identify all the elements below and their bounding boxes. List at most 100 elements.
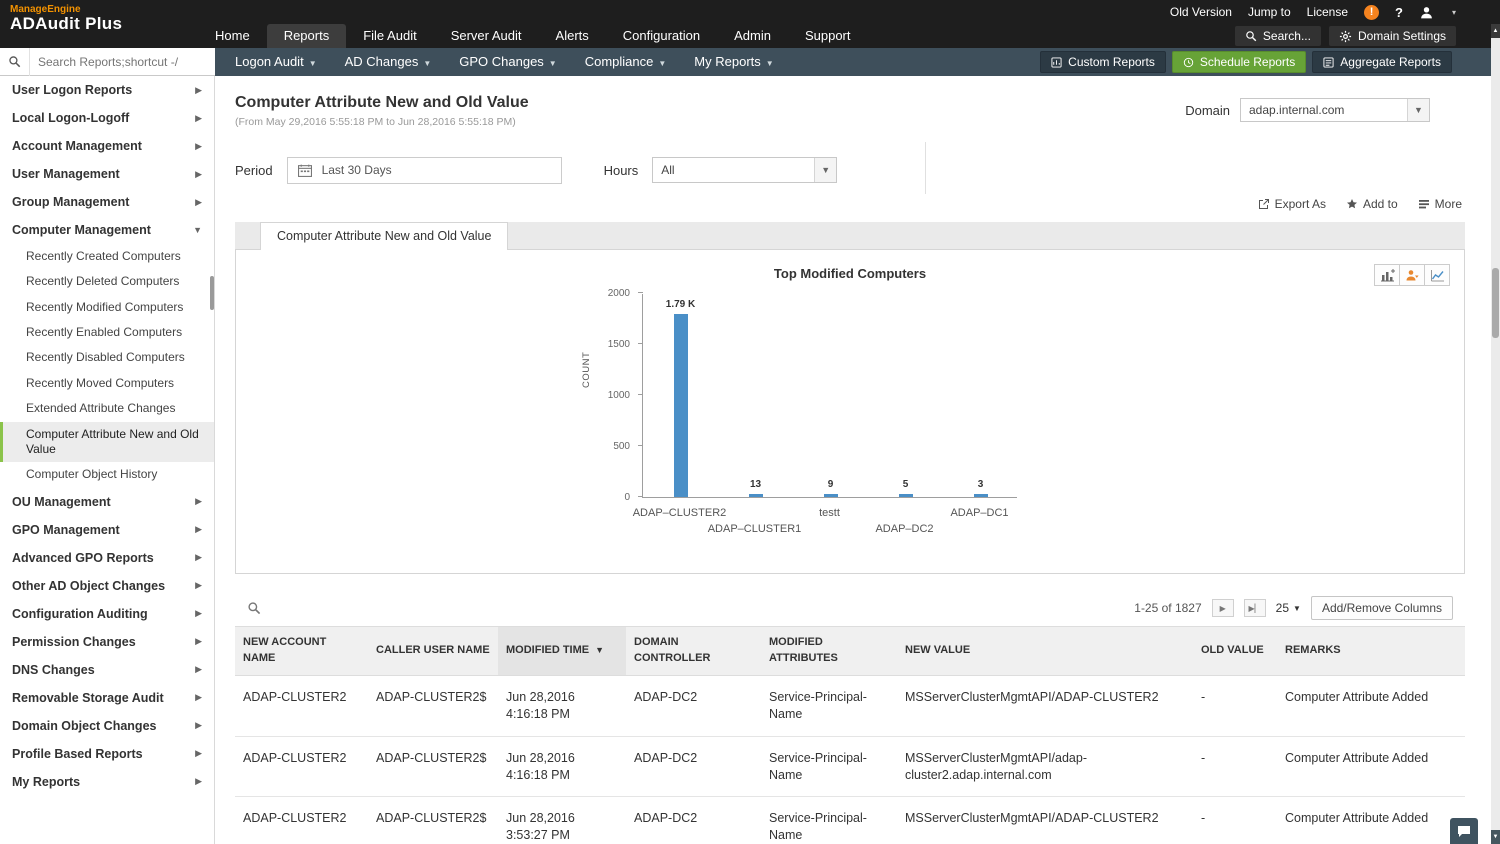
chart-bar[interactable] xyxy=(748,494,763,497)
column-header-modified-time[interactable]: MODIFIED TIME ▼ xyxy=(498,626,626,676)
y-tick-mark xyxy=(638,445,643,446)
page-size-select[interactable]: 25 ▼ xyxy=(1276,601,1301,615)
nav-tab-configuration[interactable]: Configuration xyxy=(622,28,701,43)
chart-bar[interactable] xyxy=(673,314,688,497)
export-as-button[interactable]: Export As xyxy=(1258,197,1326,211)
nav-tab-file-audit[interactable]: File Audit xyxy=(363,28,417,43)
last-page-button[interactable]: ▶▏ xyxy=(1243,599,1266,617)
chart-bar[interactable] xyxy=(973,494,988,497)
sidebar-item-user-logon-reports[interactable]: User Logon Reports ▶ xyxy=(12,83,202,97)
sidebar-item-recently-created-computers[interactable]: Recently Created Computers xyxy=(26,249,181,263)
sidebar-item-advanced-gpo-reports[interactable]: Advanced GPO Reports ▶ xyxy=(12,550,202,565)
chevron-down-icon: ▼ xyxy=(548,59,557,68)
scrollbar-thumb[interactable] xyxy=(1492,268,1499,338)
scroll-up-icon[interactable]: ▲ xyxy=(1491,24,1500,38)
nav-tab-home[interactable]: Home xyxy=(215,28,250,43)
sidebar-item-ou-management[interactable]: OU Management ▶ xyxy=(12,494,202,509)
tab-computer-attribute-new-and-old-value[interactable]: Computer Attribute New and Old Value xyxy=(260,222,509,250)
table-search-icon[interactable] xyxy=(247,601,261,615)
sidebar-item-computer-attribute-new-and-old-value[interactable]: Computer Attribute New and Old Value xyxy=(0,421,214,463)
sidebar-item-domain-object-changes[interactable]: Domain Object Changes ▶ xyxy=(12,718,202,733)
topbar-link-license[interactable]: License xyxy=(1306,5,1349,19)
table-row[interactable]: ADAP-CLUSTER2 ADAP-CLUSTER2$ Jun 28,2016 4… xyxy=(235,736,1465,798)
bar-chart-icon[interactable] xyxy=(1374,264,1400,286)
more-icon xyxy=(1418,198,1430,210)
sidebar-item-group-management[interactable]: Group Management ▶ xyxy=(12,195,202,209)
global-search-label: Search... xyxy=(1262,29,1311,43)
nav-tab-admin[interactable]: Admin xyxy=(734,28,771,43)
column-header-old-value[interactable]: OLD VALUE xyxy=(1193,626,1277,676)
chart-bar[interactable] xyxy=(823,494,838,497)
sidebar-scrollbar-thumb[interactable] xyxy=(210,276,214,310)
pagination-controls: 1-25 of 1827 ▶ ▶▏ 25 ▼ Add/Remove Column… xyxy=(1134,596,1453,620)
menu-my-reports[interactable]: My Reports ▼ xyxy=(694,54,774,69)
menu-gpo-changes[interactable]: GPO Changes ▼ xyxy=(459,54,557,69)
period-field[interactable]: Last 30 Days xyxy=(286,156,562,184)
user-chart-icon[interactable] xyxy=(1399,264,1425,286)
chart-bar[interactable] xyxy=(898,494,913,497)
brand-logo[interactable]: ManageEngine ADAudit Plus xyxy=(10,4,122,34)
column-header-remarks[interactable]: REMARKS xyxy=(1277,626,1465,676)
scrollbar-track[interactable] xyxy=(1491,38,1500,830)
help-icon[interactable]: ? xyxy=(1395,4,1403,20)
sidebar-item-recently-deleted-computers[interactable]: Recently Deleted Computers xyxy=(26,274,180,289)
sidebar-item-profile-based-reports[interactable]: Profile Based Reports ▶ xyxy=(12,746,202,761)
custom-reports-button[interactable]: Custom Reports xyxy=(1040,51,1166,73)
next-page-button[interactable]: ▶ xyxy=(1211,599,1234,617)
sidebar-item-recently-moved-computers[interactable]: Recently Moved Computers xyxy=(26,375,175,390)
aggregate-reports-button[interactable]: Aggregate Reports xyxy=(1312,51,1452,73)
scroll-down-icon[interactable]: ▼ xyxy=(1491,830,1500,844)
column-header-modified-attributes[interactable]: MODIFIED ATTRIBUTES xyxy=(761,626,897,676)
sidebar-item-user-management[interactable]: User Management ▶ xyxy=(12,167,202,181)
nav-tab-alerts[interactable]: Alerts xyxy=(555,28,589,43)
add-to-button[interactable]: Add to xyxy=(1346,197,1398,211)
table-row[interactable]: ADAP-CLUSTER2 ADAP-CLUSTER2$ Jun 28,2016 3… xyxy=(235,796,1465,844)
nav-tab-server-audit[interactable]: Server Audit xyxy=(450,28,522,43)
sidebar-item-configuration-auditing[interactable]: Configuration Auditing ▶ xyxy=(12,606,202,621)
domain-select[interactable]: adap.internal.com ▼ xyxy=(1240,98,1430,122)
search-icon[interactable] xyxy=(0,47,30,76)
sidebar-item-other-ad-object-changes[interactable]: Other AD Object Changes ▶ xyxy=(12,578,202,593)
add-remove-columns-button[interactable]: Add/Remove Columns xyxy=(1310,596,1453,620)
nav-tab-support[interactable]: Support xyxy=(804,28,851,43)
sidebar-item-local-logon-logoff[interactable]: Local Logon-Logoff ▶ xyxy=(12,111,202,125)
global-search-button[interactable]: Search... xyxy=(1234,26,1321,46)
nav-tab-reports[interactable]: Reports xyxy=(266,24,347,48)
notification-icon[interactable]: ! xyxy=(1364,4,1380,20)
column-header-new-value[interactable]: NEW VALUE xyxy=(897,626,1193,676)
report-toolbar: Logon Audit▼ AD Changes▼ GPO Changes▼ Compl… xyxy=(0,47,1500,76)
table-cell: Jun 28,2016 4:16:18 PM xyxy=(498,675,626,737)
aggregate-reports-icon xyxy=(1323,56,1334,68)
chevron-right-icon: ▶ xyxy=(195,692,202,703)
sidebar-item-permission-changes[interactable]: Permission Changes ▶ xyxy=(12,634,202,649)
sidebar-item-computer-management[interactable]: Computer Management ▼ xyxy=(12,223,202,237)
sidebar-item-dns-changes[interactable]: DNS Changes ▶ xyxy=(12,662,202,677)
menu-ad-changes[interactable]: AD Changes ▼ xyxy=(344,54,432,69)
sidebar-item-removable-storage-audit[interactable]: Removable Storage Audit ▶ xyxy=(12,690,202,705)
sidebar-item-my-reports[interactable]: My Reports ▶ xyxy=(12,774,202,789)
domain-settings-button[interactable]: Domain Settings xyxy=(1328,26,1456,46)
sidebar-item-recently-enabled-computers[interactable]: Recently Enabled Computers xyxy=(26,325,183,340)
hours-select[interactable]: All ▼ xyxy=(652,157,838,183)
column-header-domain-controller[interactable]: DOMAIN CONTROLLER xyxy=(626,626,761,676)
menu-compliance[interactable]: Compliance ▼ xyxy=(584,54,667,69)
column-header-caller-user-name[interactable]: CALLER USER NAME xyxy=(368,626,498,676)
user-account-icon[interactable] xyxy=(1419,5,1434,20)
sidebar-item-recently-modified-computers[interactable]: Recently Modified Computers xyxy=(26,299,184,314)
page-scrollbar[interactable]: ▲ ▼ xyxy=(1491,24,1500,844)
sidebar-item-computer-object-history[interactable]: Computer Object History xyxy=(26,467,158,482)
table-row[interactable]: ADAP-CLUSTER2 ADAP-CLUSTER2$ Jun 28,2016 4… xyxy=(235,675,1465,737)
line-chart-icon[interactable] xyxy=(1424,264,1450,286)
topbar-link-jump-to[interactable]: Jump to xyxy=(1247,5,1291,19)
schedule-reports-button[interactable]: Schedule Reports xyxy=(1171,51,1307,73)
sidebar-item-recently-disabled-computers[interactable]: Recently Disabled Computers xyxy=(26,350,185,365)
report-search-input[interactable] xyxy=(30,54,208,69)
feedback-chat-button[interactable] xyxy=(1450,818,1478,844)
sidebar-item-extended-attribute-changes[interactable]: Extended Attribute Changes xyxy=(26,401,176,416)
topbar-link-old-version[interactable]: Old Version xyxy=(1169,5,1232,19)
sidebar-item-account-management[interactable]: Account Management ▶ xyxy=(12,139,202,153)
more-button[interactable]: More xyxy=(1418,197,1462,211)
column-header-new-account-name[interactable]: NEW ACCOUNT NAME xyxy=(235,626,368,676)
menu-logon-audit[interactable]: Logon Audit ▼ xyxy=(235,54,317,69)
sidebar-item-gpo-management[interactable]: GPO Management ▶ xyxy=(12,522,202,537)
